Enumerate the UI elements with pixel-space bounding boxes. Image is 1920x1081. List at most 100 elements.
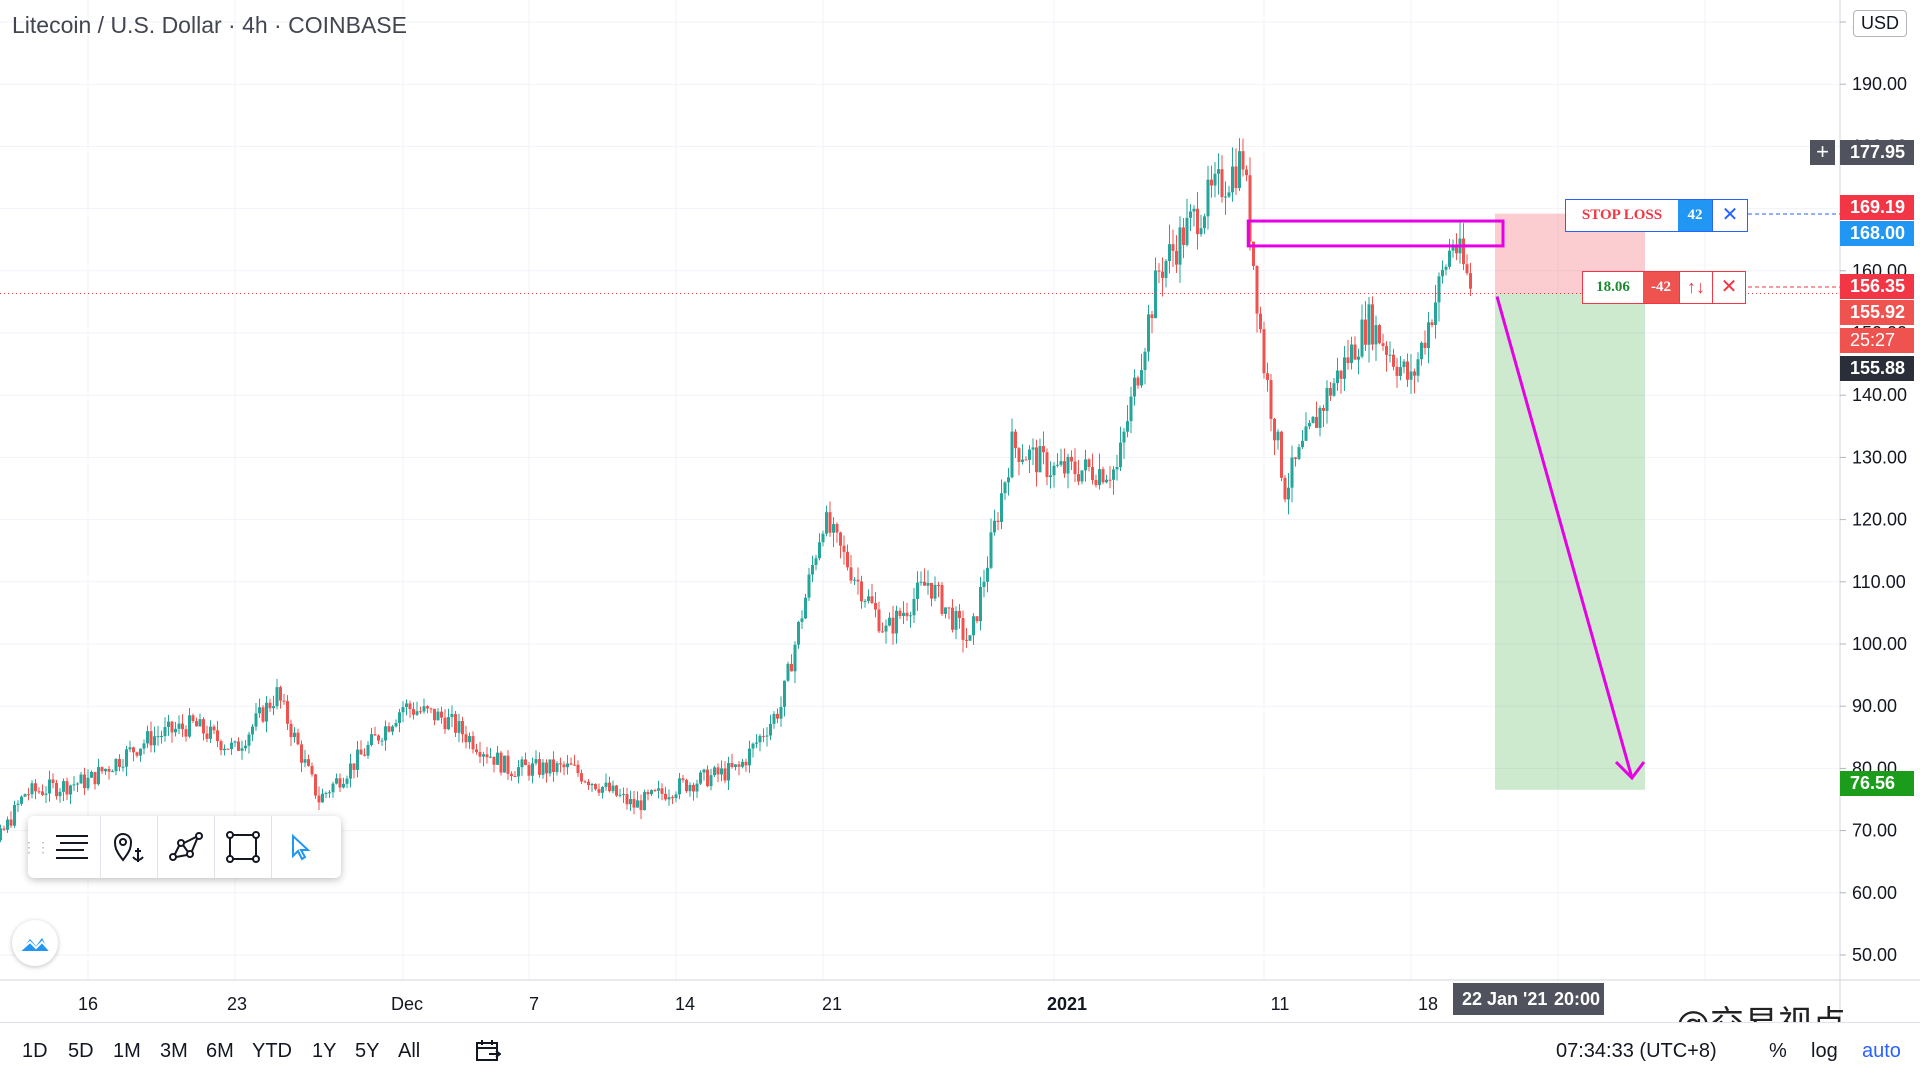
candle-body [933,584,937,599]
candle-body [1350,344,1353,363]
candle-body [506,755,510,774]
candle-body [573,764,576,766]
candle-body [125,749,128,767]
candle-body [468,736,471,743]
candle-body [629,798,632,805]
candle-body [51,779,55,784]
rectangle-icon[interactable] [215,816,272,878]
candle-body [909,615,912,617]
range-button-1m[interactable]: 1M [113,1040,141,1062]
candle-body [961,618,965,640]
stop-loss-order[interactable]: STOP LOSS 42 ✕ [1565,199,1748,232]
candle-body [419,711,422,713]
candle-body [1367,304,1371,345]
candle-body [114,758,118,772]
position-order[interactable]: 18.06 -42 ↑↓ ✕ [1582,271,1746,304]
candle-body [1220,169,1224,198]
candle-body [744,761,748,766]
range-button-5y[interactable]: 5Y [355,1040,380,1062]
position-quantity[interactable]: -42 [1643,272,1679,303]
candle-body [174,728,177,733]
candle-body [1413,371,1416,376]
candle-body [1038,446,1042,473]
candle-body [926,582,930,586]
drag-handle-icon[interactable]: ⋮⋮ [22,838,50,855]
candle-body [1444,266,1448,270]
candle-body [216,730,219,742]
candle-body [1353,344,1357,360]
candle-body [1381,343,1385,346]
candle-body [559,763,562,765]
lines-icon[interactable] [44,816,101,878]
candle-body [1066,456,1070,474]
candle-body [1164,261,1168,278]
range-button-all[interactable]: All [398,1040,421,1062]
range-button-5d[interactable]: 5D [68,1040,94,1062]
candle-body [1280,431,1283,478]
percent-scale-toggle[interactable]: % [1769,1040,1787,1062]
pattern-icon[interactable] [158,816,215,878]
price-tick-label: 120.00 [1852,510,1907,530]
candle-body [48,779,51,794]
candle-body [1049,475,1052,478]
cursor-icon[interactable] [272,816,328,878]
currency-badge[interactable]: USD [1853,10,1908,37]
range-button-6m[interactable]: 6M [206,1040,234,1062]
candle-body [748,748,751,766]
candle-body [1399,367,1402,376]
range-button-1y[interactable]: 1Y [312,1040,337,1062]
candle-body [517,767,520,777]
candle-body [1234,166,1238,189]
add-alert-plus-icon[interactable]: + [1810,140,1835,165]
candle-body [314,774,317,796]
candle-body [702,769,706,773]
auto-scale-toggle[interactable]: auto [1862,1040,1901,1062]
candle-body [877,609,881,632]
price-chart[interactable]: 50.0060.0070.0080.0090.00100.00110.00120… [0,0,1920,1020]
candle-body [1301,440,1304,448]
candle-body [23,794,27,797]
candle-body [566,763,569,768]
candle-body [818,542,821,559]
stop-loss-label[interactable]: STOP LOSS [1581,207,1663,223]
candle-body [874,602,877,610]
candle-body [751,743,755,749]
close-icon[interactable]: ✕ [1712,272,1745,303]
target-price-label: 76.56 [1840,771,1914,796]
symbol-title[interactable]: Litecoin / U.S. Dollar · 4h · COINBASE [12,12,407,38]
candle-body [905,612,909,617]
candle-body [930,582,933,599]
candle-body [1052,465,1056,476]
candle-body [503,755,506,773]
candle-body [366,744,370,756]
candle-body [286,701,289,724]
candle-body [692,784,695,792]
candle-body [1133,377,1136,397]
crosshair-price-label: 177.95 [1840,140,1914,165]
price-tick-label: 70.00 [1852,821,1897,841]
candle-body [471,736,475,750]
candle-body [2,828,6,830]
reverse-position-icon[interactable]: ↑↓ [1679,272,1712,303]
range-button-ytd[interactable]: YTD [252,1040,292,1062]
log-scale-toggle[interactable]: log [1811,1040,1838,1062]
candle-body [377,735,380,741]
candle-body [195,721,198,727]
candle-body [650,790,653,795]
tradingview-logo-icon[interactable] [12,920,58,966]
range-button-1d[interactable]: 1D [22,1040,48,1062]
candle-body [1339,370,1343,379]
stop-loss-quantity[interactable]: 42 [1678,200,1712,231]
clock[interactable]: 07:34:33 (UTC+8) [1556,1040,1717,1062]
close-icon[interactable]: ✕ [1712,200,1747,231]
candle-body [846,551,849,568]
candle-body [513,775,517,777]
anchor-pin-icon[interactable] [101,816,158,878]
date-range-picker-icon[interactable] [475,1038,502,1069]
candle-body [492,756,496,765]
candle-body [363,754,366,756]
candle-body [398,712,401,724]
candle-body [912,598,916,616]
candle-body [41,791,44,795]
range-button-3m[interactable]: 3M [160,1040,188,1062]
